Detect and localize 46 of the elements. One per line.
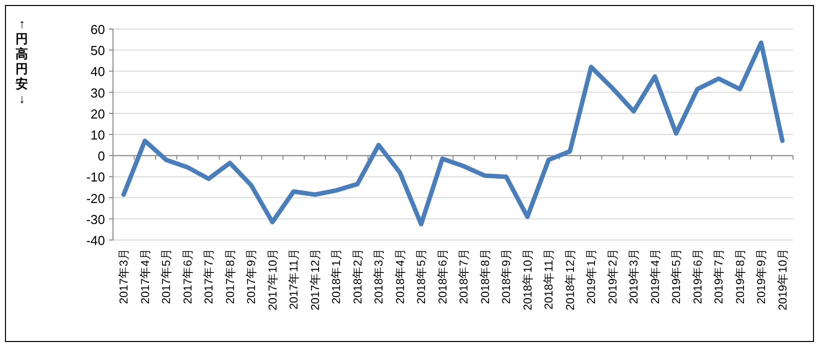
y-tick-label: 40 <box>90 64 105 80</box>
x-tick-label: 2018年7月 <box>458 248 471 304</box>
x-tick-label: 2017年4月 <box>138 248 152 304</box>
x-tick-label: 2017年11月 <box>288 248 301 310</box>
x-tick-label: 2019年5月 <box>670 248 684 304</box>
y-tick-label: -40 <box>86 233 105 248</box>
y-tick-label: -30 <box>86 212 105 227</box>
y-tick-label: 10 <box>90 128 105 142</box>
x-tick-label: 2018年4月 <box>394 248 407 304</box>
x-tick-label: 2018年11月 <box>542 248 556 310</box>
y-tick-label: 30 <box>90 85 105 100</box>
x-tick-label: 2019年7月 <box>712 248 726 304</box>
x-tick-label: 2018年10月 <box>521 248 534 310</box>
x-tick-label: 2017年3月 <box>118 248 131 304</box>
x-tick-label: 2018年5月 <box>415 248 428 304</box>
x-tick-label: 2018年2月 <box>351 248 364 304</box>
x-tick-label: 2018年8月 <box>478 248 492 304</box>
x-tick-label: 2018年12月 <box>564 248 577 310</box>
text: 円安↓ <box>16 62 28 106</box>
x-tick-label: 2019年3月 <box>628 248 641 304</box>
y-tick-label: 60 <box>90 22 105 37</box>
x-tick-label: 2017年8月 <box>224 248 237 304</box>
x-tick-label: 2019年6月 <box>691 248 704 304</box>
x-tick-label: 2019年2月 <box>606 248 620 304</box>
x-tick-label: 2019年8月 <box>734 248 747 304</box>
line-series <box>121 40 785 226</box>
x-tick-label: 2019年9月 <box>755 248 768 304</box>
x-tick-label: 2018年3月 <box>372 248 386 304</box>
x-tick-label: 2018年9月 <box>500 248 514 304</box>
x-tick-label: 2018年1月 <box>330 248 344 304</box>
y-tick-label: -10 <box>86 170 105 185</box>
x-tick-label: 2019年1月 <box>585 248 598 304</box>
x-tick-label: 2019年10月 <box>776 248 790 310</box>
x-tick-label: 2017年5月 <box>160 248 174 304</box>
x-tick-label: 2017年9月 <box>245 248 258 304</box>
x-tick-label: 2019年4月 <box>648 248 662 304</box>
x-tick-label: 2018年6月 <box>436 248 450 304</box>
x-tick-label: 2017年6月 <box>181 248 194 304</box>
y-tick-label: 0 <box>98 148 105 164</box>
y-tick-label: -20 <box>86 190 105 206</box>
x-tick-label: 2017年12月 <box>308 248 322 310</box>
y-axis-title: ↑円高 <box>16 17 28 61</box>
y-tick-label: 20 <box>90 106 105 122</box>
y-tick-label: 50 <box>90 43 105 58</box>
x-tick-label: 2017年10月 <box>266 248 280 310</box>
x-tick-label: 2017年7月 <box>202 248 216 304</box>
